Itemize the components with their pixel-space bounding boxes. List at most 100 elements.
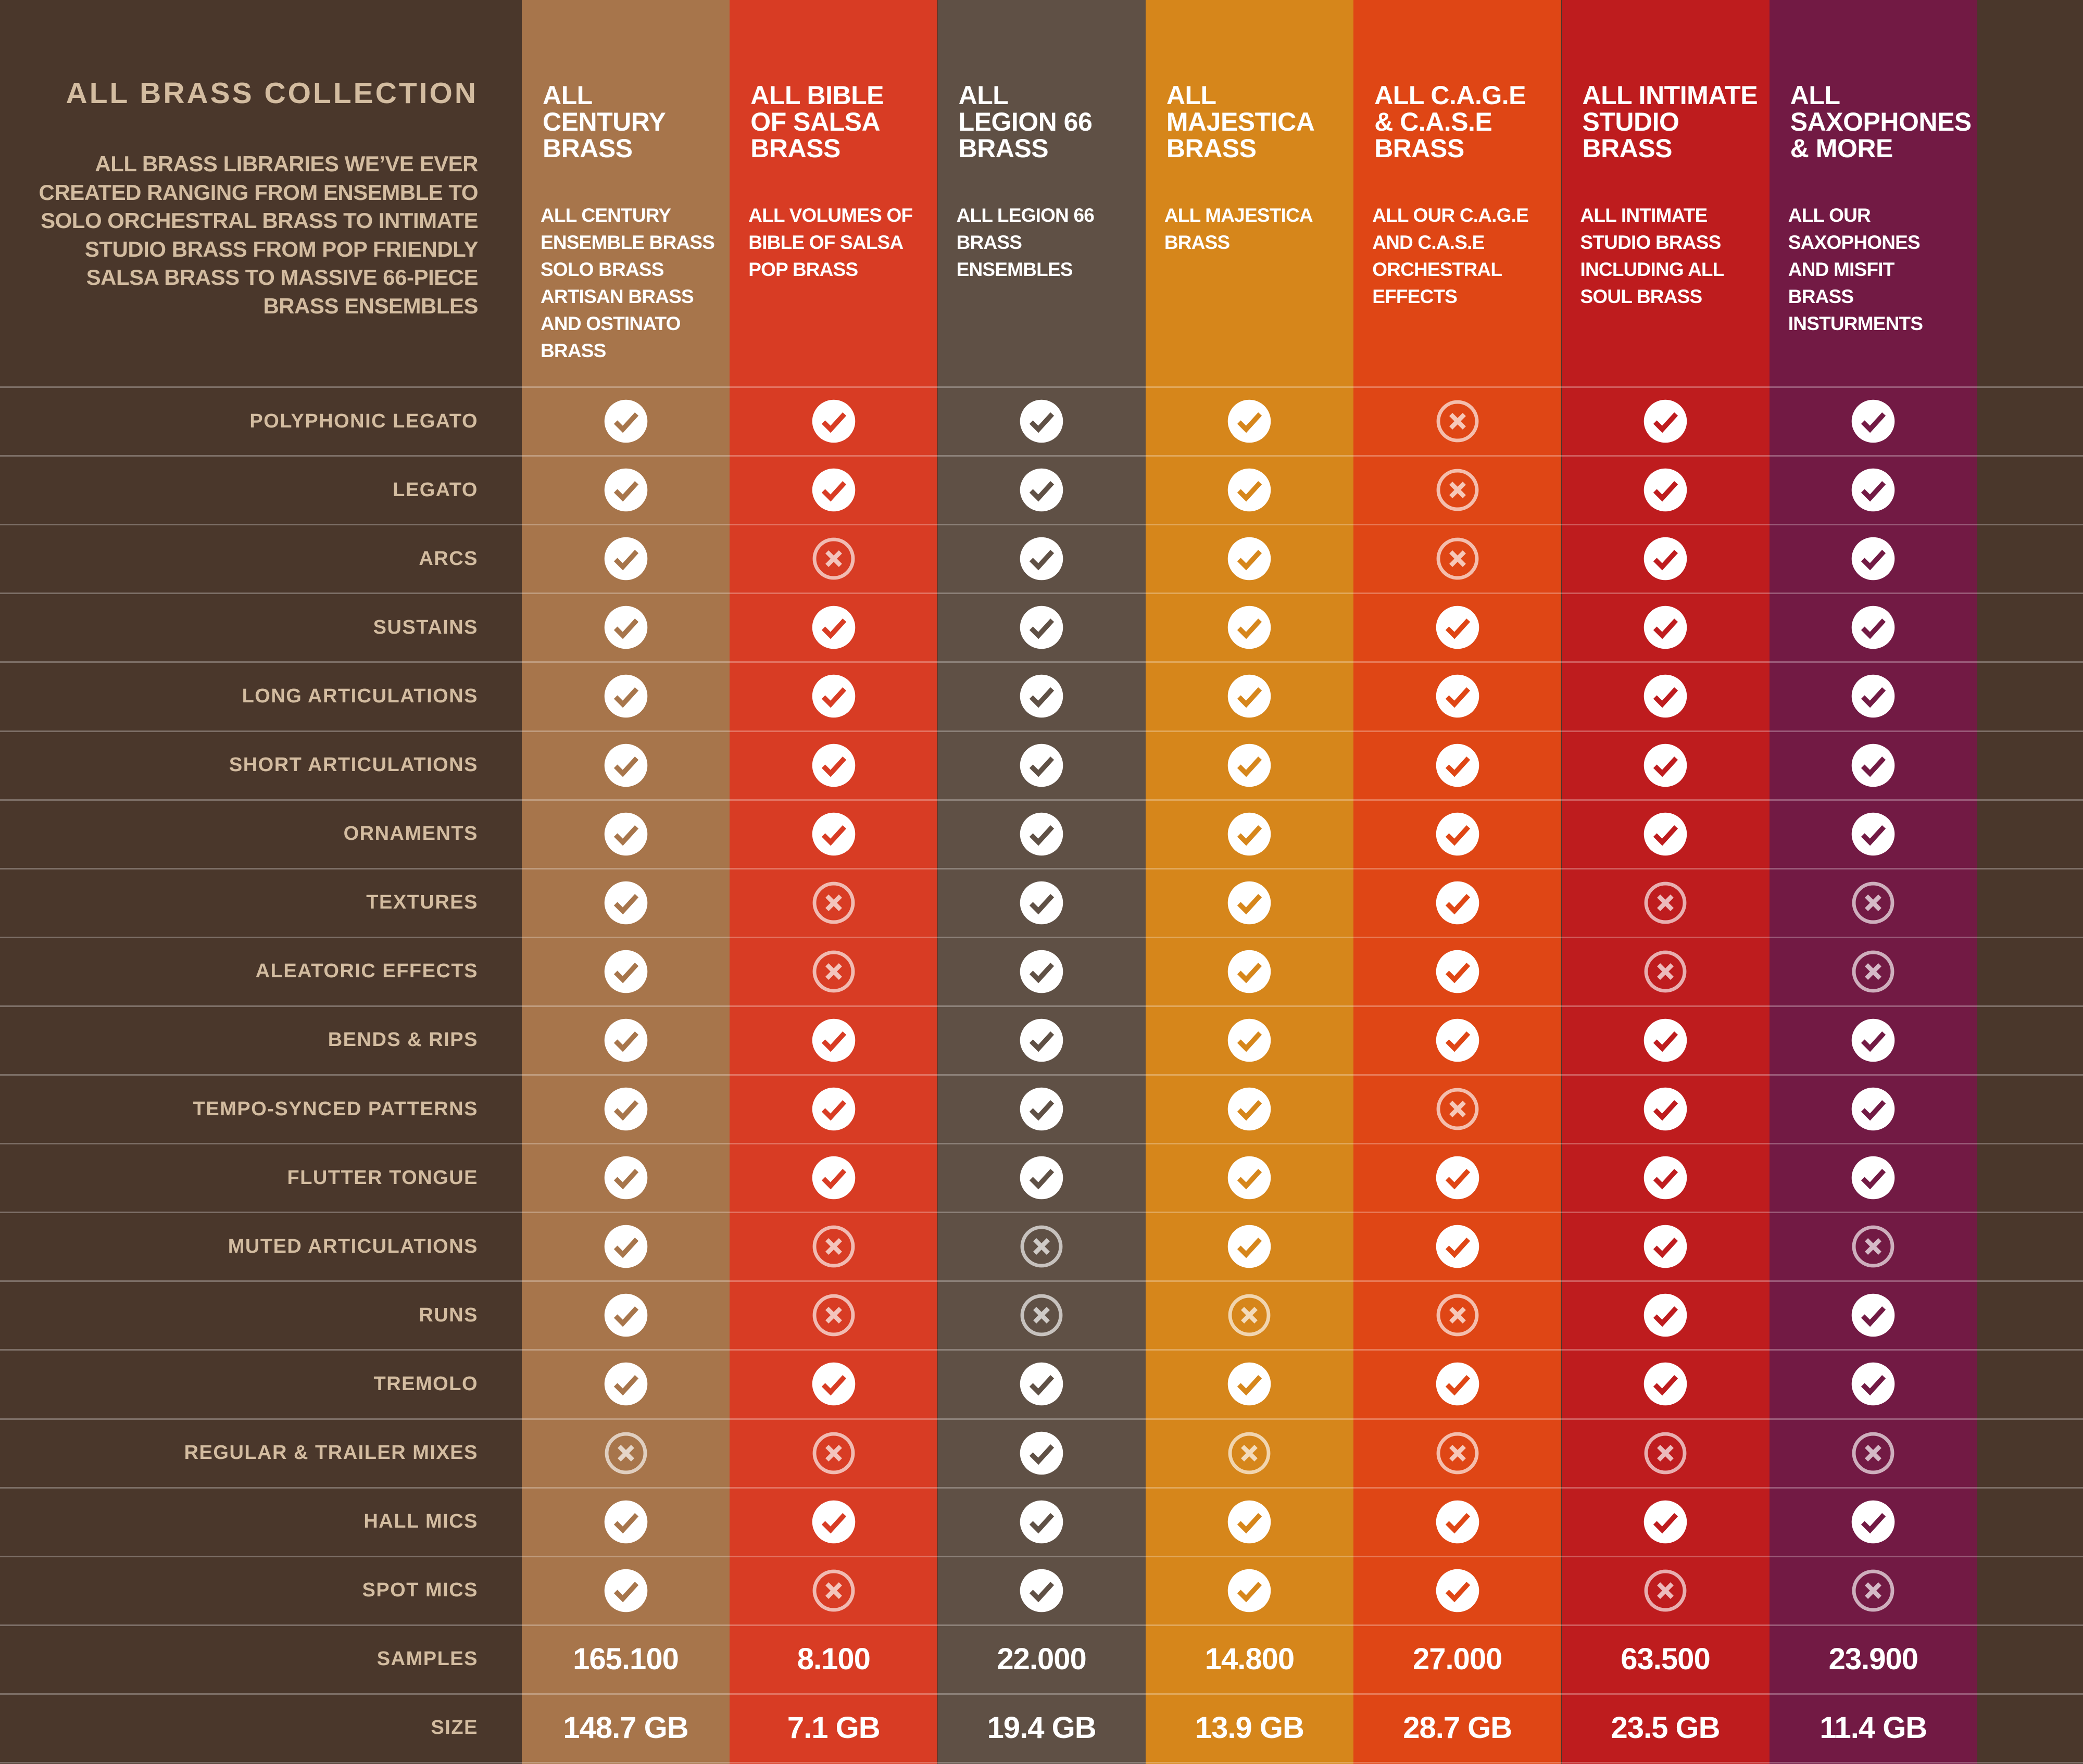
feature-excluded-cell xyxy=(730,868,937,937)
feature-included-cell xyxy=(1770,456,1977,524)
check-circle-icon xyxy=(1435,1224,1480,1269)
column-title: ALL LEGION 66 BRASS xyxy=(959,82,1141,162)
check-circle-icon xyxy=(604,1362,648,1406)
check-circle-icon xyxy=(1227,1224,1272,1269)
x-circle-icon xyxy=(1019,1224,1064,1269)
check-circle-icon xyxy=(1851,743,1896,788)
feature-included-cell xyxy=(938,1488,1146,1556)
feature-excluded-cell xyxy=(1146,1281,1353,1350)
check-circle-icon xyxy=(1643,468,1688,512)
check-circle-icon xyxy=(1227,1018,1272,1063)
check-circle-icon xyxy=(604,743,648,788)
check-circle-icon xyxy=(1435,1155,1480,1200)
feature-excluded-cell xyxy=(1562,1556,1770,1625)
feature-included-cell xyxy=(938,524,1146,593)
row-divider xyxy=(0,661,2083,663)
feature-included-cell xyxy=(730,593,937,662)
feature-included-cell xyxy=(1562,524,1770,593)
feature-included-cell xyxy=(1146,387,1353,456)
feature-excluded-cell xyxy=(730,937,937,1006)
check-circle-icon xyxy=(604,399,648,444)
column-description: ALL INTIMATE STUDIO BRASS INCLUDING ALL SOU… xyxy=(1580,202,1768,310)
column-description-line: ENSEMBLES xyxy=(956,259,1073,280)
check-circle-icon xyxy=(1019,1362,1064,1406)
check-circle-icon xyxy=(1227,812,1272,856)
column-title-line: ALL C.A.G.E xyxy=(1374,81,1526,110)
column-header: ALL INTIMATE STUDIO BRASS ALL INTIMATE STUDI… xyxy=(1562,0,1770,387)
check-circle-icon xyxy=(1851,1087,1896,1131)
feature-included-cell xyxy=(1562,1281,1770,1350)
column-title-line: BRASS xyxy=(750,134,840,163)
column-title-line: CENTURY xyxy=(543,107,666,136)
feature-label: HALL MICS xyxy=(363,1510,478,1533)
column-description: ALL VOLUMES OF BIBLE OF SALSA POP BRASS xyxy=(748,202,936,283)
check-circle-icon xyxy=(1019,1087,1064,1131)
check-circle-icon xyxy=(604,949,648,994)
column-title-line: MAJESTICA xyxy=(1166,107,1315,136)
column-description-line: BRASS xyxy=(541,340,606,361)
feature-included-cell xyxy=(1562,1488,1770,1556)
check-circle-icon xyxy=(1227,605,1272,650)
check-circle-icon xyxy=(1019,812,1064,856)
feature-excluded-cell xyxy=(730,524,937,593)
samples-value: 22.000 xyxy=(997,1642,1086,1677)
column-description: ALL OUR C.A.G.E AND C.A.S.E ORCHESTRAL EFFE… xyxy=(1372,202,1560,310)
check-circle-icon xyxy=(604,536,648,581)
check-circle-icon xyxy=(1019,536,1064,581)
feature-included-cell xyxy=(730,1488,937,1556)
feature-included-cell xyxy=(938,1350,1146,1418)
feature-excluded-cell xyxy=(1770,1212,1977,1281)
check-circle-icon xyxy=(604,1500,648,1544)
column-description-line: SAXOPHONES xyxy=(1788,232,1921,253)
feature-excluded-cell xyxy=(1353,1075,1561,1143)
feature-included-cell xyxy=(938,1006,1146,1075)
feature-included-cell xyxy=(522,1281,730,1350)
feature-excluded-cell xyxy=(1562,868,1770,937)
column-title-line: BRASS xyxy=(543,134,633,163)
check-circle-icon xyxy=(604,880,648,925)
samples-value-cell: 22.000 xyxy=(938,1625,1146,1694)
feature-included-cell xyxy=(1770,387,1977,456)
column-description-line: AND OSTINATO xyxy=(541,313,681,334)
size-value: 148.7 GB xyxy=(563,1711,688,1745)
feature-excluded-cell xyxy=(1146,1419,1353,1488)
check-circle-icon xyxy=(1019,399,1064,444)
feature-included-cell xyxy=(1353,1488,1561,1556)
size-value: 23.5 GB xyxy=(1611,1711,1721,1745)
check-circle-icon xyxy=(1851,399,1896,444)
feature-excluded-cell xyxy=(522,1419,730,1488)
collection-title: ALL BRASS COLLECTION xyxy=(66,77,478,110)
feature-included-cell xyxy=(522,524,730,593)
check-circle-icon xyxy=(1851,1362,1896,1406)
feature-included-cell xyxy=(1146,456,1353,524)
size-value-cell: 23.5 GB xyxy=(1562,1694,1770,1762)
feature-included-cell xyxy=(1770,1006,1977,1075)
check-circle-icon xyxy=(811,468,856,512)
check-circle-icon xyxy=(811,812,856,856)
feature-excluded-cell xyxy=(1353,1419,1561,1488)
feature-included-cell xyxy=(1146,868,1353,937)
feature-included-cell xyxy=(938,456,1146,524)
column-title-line: SAXOPHONES xyxy=(1790,107,1972,136)
feature-included-cell xyxy=(730,1006,937,1075)
check-circle-icon xyxy=(1227,1500,1272,1544)
column-description-line: BRASS xyxy=(1164,232,1230,253)
x-circle-icon xyxy=(811,1431,856,1476)
check-circle-icon xyxy=(1435,880,1480,925)
row-divider xyxy=(0,1486,2083,1489)
feature-included-cell xyxy=(522,1488,730,1556)
column-title-line: BRASS xyxy=(1166,134,1257,163)
check-circle-icon xyxy=(1643,399,1688,444)
column-title-line: BRASS xyxy=(958,134,1049,163)
x-circle-icon xyxy=(811,1568,856,1613)
feature-included-cell xyxy=(1146,1006,1353,1075)
feature-included-cell xyxy=(1353,1350,1561,1418)
x-circle-icon xyxy=(1435,1087,1480,1131)
row-divider xyxy=(0,936,2083,938)
column-header: ALL CENTURY BRASS ALL CENTURY ENSEMBLE BRASS… xyxy=(522,0,730,387)
feature-excluded-cell xyxy=(730,1556,937,1625)
feature-included-cell xyxy=(1146,1350,1353,1418)
check-circle-icon xyxy=(1643,1018,1688,1063)
column-description-line: INSTURMENTS xyxy=(1788,313,1923,334)
feature-included-cell xyxy=(1770,524,1977,593)
